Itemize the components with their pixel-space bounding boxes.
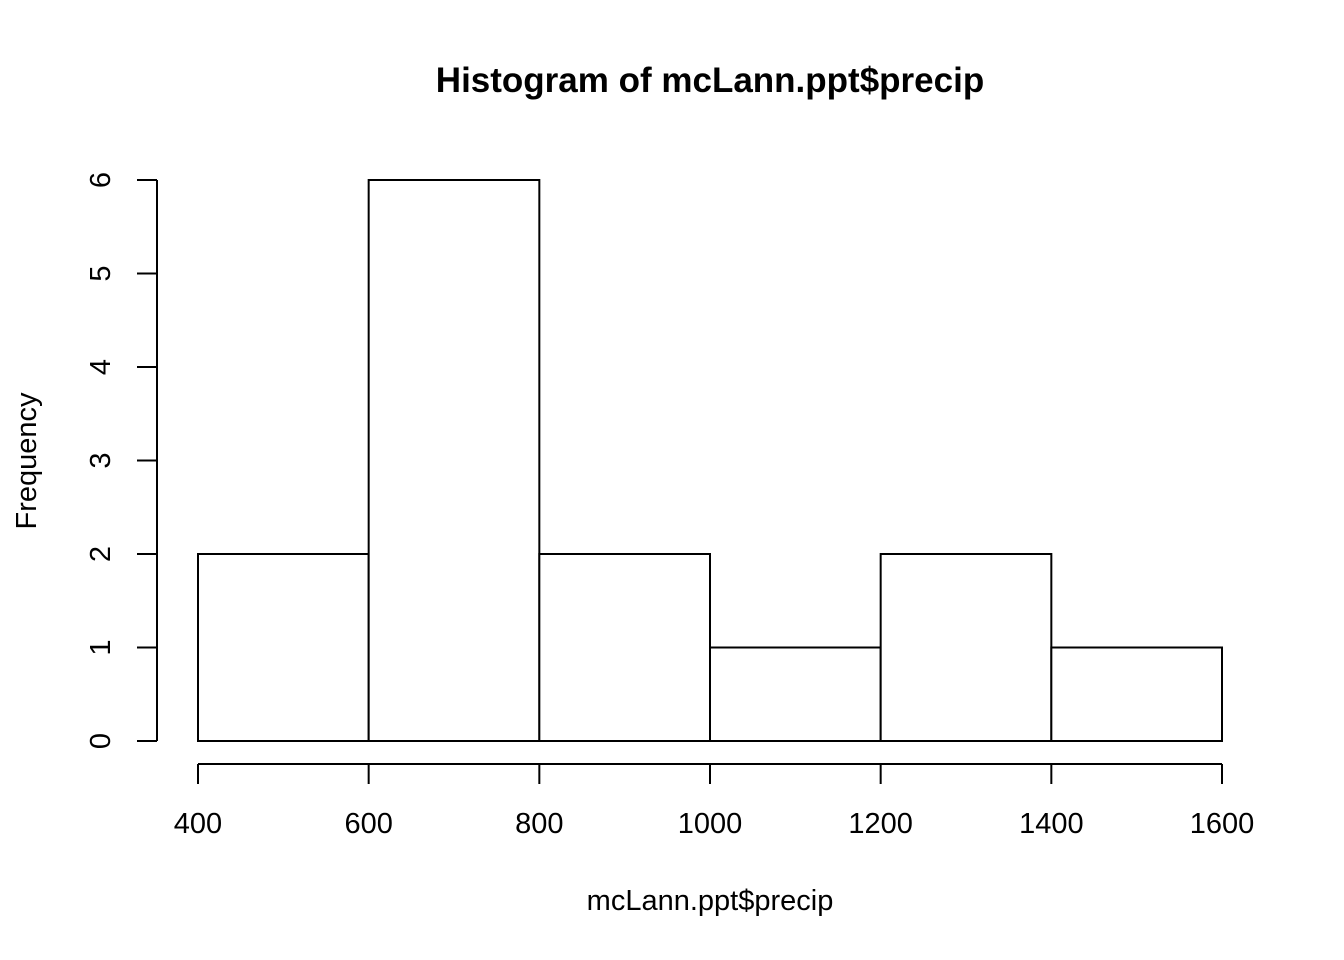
histogram-bar-1200-1400 [879, 553, 1053, 742]
x-tick-label: 800 [515, 808, 563, 840]
y-tick-label: 5 [85, 265, 117, 281]
y-axis: 0 1 2 3 4 5 6 [85, 172, 158, 749]
histogram-bar-1400-1600 [1050, 646, 1224, 742]
x-axis-label: mcLann.ppt$precip [587, 885, 834, 917]
x-tick-label: 1600 [1190, 808, 1255, 840]
y-axis-label: Frequency [11, 392, 43, 530]
y-tick-label: 1 [85, 639, 117, 655]
x-tick-label: 1000 [678, 808, 743, 840]
y-tick-label: 0 [85, 733, 117, 749]
histogram-bar-800-1000 [538, 553, 711, 742]
y-tick-label: 3 [85, 452, 117, 468]
y-tick-label: 2 [85, 546, 117, 562]
histogram-bar-600-800 [367, 179, 541, 742]
chart-title: Histogram of mcLann.ppt$precip [436, 61, 984, 100]
x-tick-label: 600 [344, 808, 392, 840]
x-tick-label: 400 [174, 808, 222, 840]
histogram-bar-400-600 [197, 553, 370, 742]
x-tick-label: 1200 [848, 808, 913, 840]
bars-group [197, 179, 1224, 742]
y-tick-label: 6 [85, 172, 117, 188]
histogram-bar-1000-1200 [709, 646, 882, 742]
y-tick-label: 4 [85, 359, 117, 375]
x-tick-label: 1400 [1019, 808, 1084, 840]
x-axis: 400 600 800 1000 1200 1400 1600 [174, 763, 1255, 840]
